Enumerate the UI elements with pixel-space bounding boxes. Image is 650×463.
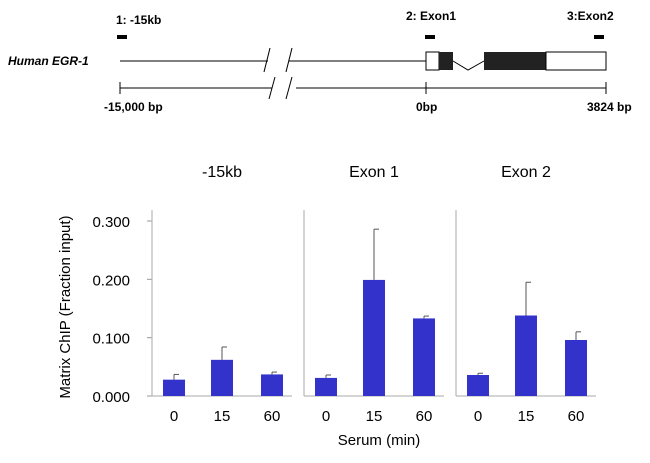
probe-label-2: 2: Exon1 — [406, 9, 456, 23]
scale-break-1 — [268, 76, 276, 100]
bar — [413, 318, 435, 396]
probe-label-3: 3:Exon2 — [567, 9, 614, 23]
y-tick-label: 0.200 — [92, 272, 130, 289]
bar — [565, 340, 587, 396]
scale-label-start: -15,000 bp — [104, 100, 163, 114]
scale-label-end: 3824 bp — [587, 100, 632, 114]
probe-marker-1 — [117, 35, 127, 39]
bar — [261, 374, 283, 396]
x-tick-label: 60 — [264, 408, 281, 425]
x-tick-label: 15 — [214, 408, 231, 425]
x-tick-label: 60 — [568, 408, 585, 425]
bar — [515, 315, 537, 396]
bar — [315, 377, 337, 396]
gene-label: Human EGR-1 — [8, 54, 89, 68]
probe-marker-2 — [425, 35, 435, 39]
x-axis-label: Serum (min) — [338, 432, 421, 449]
utr-5-box — [425, 51, 440, 71]
panel-title: -15kb — [202, 164, 242, 181]
break-mark-1 — [263, 47, 271, 73]
break-mark-2 — [285, 47, 293, 73]
x-tick-label: 0 — [322, 408, 330, 425]
y-tick-label: 0.100 — [92, 331, 130, 348]
probe-label-1: 1: -15kb — [116, 13, 161, 27]
x-tick-label: 0 — [474, 408, 482, 425]
x-tick-label: 15 — [518, 408, 535, 425]
intron-line — [452, 60, 485, 71]
scale-label-zero: 0bp — [416, 100, 437, 114]
x-tick-label: 15 — [366, 408, 383, 425]
x-tick-label: 60 — [416, 408, 433, 425]
chart-marks: 0.000 0.100 0.200 0.300 -15kb 0 15 60 Exon 1 0 15 6… — [92, 164, 596, 425]
panel-title: Exon 2 — [501, 164, 551, 181]
gene-map: 1: -15kb 2: Exon1 3:Exon2 Human EGR-1 -1… — [8, 9, 632, 114]
bar — [363, 279, 385, 396]
y-axis-label: Matrix ChIP (Fraction input) — [57, 215, 74, 398]
bar — [467, 375, 489, 396]
x-tick-label: 0 — [170, 408, 178, 425]
bar — [163, 379, 185, 396]
bar — [211, 359, 233, 396]
utr-3-box — [545, 51, 607, 71]
exon-2-box — [484, 52, 546, 70]
y-tick-label: 0.000 — [92, 389, 130, 406]
probe-marker-3 — [594, 35, 604, 39]
y-tick-label: 0.300 — [92, 214, 130, 231]
exon-1-box — [439, 52, 453, 70]
panel-title: Exon 1 — [349, 164, 399, 181]
scale-break-2 — [285, 76, 293, 100]
chart: Matrix ChIP (Fraction input) Serum (min)… — [57, 164, 596, 449]
